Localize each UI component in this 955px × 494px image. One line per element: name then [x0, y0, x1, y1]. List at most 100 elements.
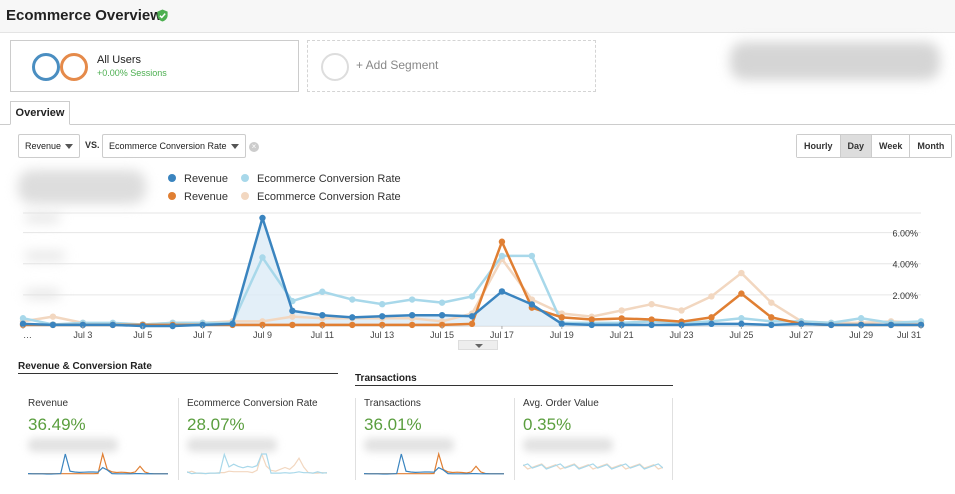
metric-label: Ecommerce Conversion Rate — [187, 398, 318, 409]
clear-compare-icon[interactable]: × — [249, 142, 259, 152]
series-point-0 — [528, 301, 536, 308]
series-point-0 — [798, 320, 805, 328]
legend-label: Revenue — [184, 191, 229, 203]
metric-value: 36.01% — [364, 415, 422, 434]
segment-all-users[interactable]: All Users +0.00% Sessions — [10, 40, 299, 92]
date-legend-redacted — [18, 170, 146, 204]
x-tick-label: Jul 31 — [897, 330, 921, 340]
metric-label: Avg. Order Value — [523, 398, 599, 409]
series-point-2 — [349, 321, 356, 329]
series-point-2 — [558, 314, 565, 321]
x-tick-label: Jul 7 — [193, 330, 212, 340]
series-point-2 — [498, 238, 506, 245]
granularity-day-button[interactable]: Day — [840, 135, 873, 157]
series-point-2 — [618, 315, 625, 322]
chevron-down-icon — [65, 144, 73, 149]
legend-conv-2: Ecommerce Conversion Rate — [241, 191, 401, 203]
series-point-0 — [768, 321, 775, 329]
series-point-1 — [408, 296, 416, 303]
series-point-0 — [917, 321, 925, 329]
metric-ecommerce-conversion-rate[interactable]: Ecommerce Conversion Rate 28.07% — [187, 398, 332, 480]
collapse-chart-button[interactable] — [458, 340, 498, 350]
series-point-2 — [379, 321, 386, 329]
sparkline — [523, 463, 663, 470]
series-point-3 — [738, 269, 745, 277]
segment-sessions: +0.00% Sessions — [97, 68, 167, 78]
series-point-1 — [468, 293, 476, 300]
series-point-2 — [259, 321, 266, 329]
series-point-0 — [319, 312, 326, 319]
granularity-week-button[interactable]: Week — [872, 135, 911, 157]
metric-select-primary-label: Revenue — [25, 141, 62, 151]
series-point-2 — [319, 321, 326, 329]
metric-redacted — [523, 438, 613, 452]
legend-label: Ecommerce Conversion Rate — [257, 191, 401, 203]
main-line-chart[interactable]: 6.00% 4.00% 2.00% … Jul 3 Jul 5 Jul 7 Jul 9 Jul … — [0, 205, 955, 345]
series-point-2 — [408, 321, 416, 329]
sparkline-series — [364, 453, 504, 475]
series-point-2 — [768, 314, 775, 321]
tab-overview[interactable]: Overview — [10, 101, 70, 125]
series-point-3 — [648, 301, 655, 308]
series-point-1 — [259, 254, 266, 261]
date-range-redacted — [730, 42, 940, 80]
series-point-2 — [648, 316, 655, 323]
series-point-2 — [289, 321, 296, 329]
metric-revenue[interactable]: Revenue 36.49% — [28, 398, 173, 480]
series-point-2 — [438, 321, 446, 329]
legend-dot — [168, 174, 176, 182]
series-point-3 — [678, 307, 685, 314]
series-point-1 — [319, 288, 326, 295]
series-point-0 — [349, 314, 356, 321]
series-point-1 — [379, 301, 386, 308]
series-point-0 — [678, 321, 685, 329]
metric-divider — [672, 398, 673, 480]
series-point-0 — [618, 321, 625, 329]
x-tick-label: Jul 17 — [490, 330, 514, 340]
legend-label: Ecommerce Conversion Rate — [257, 173, 401, 185]
sparkline — [28, 451, 168, 475]
sparkline-series — [187, 452, 327, 475]
left-axis-redacted — [25, 290, 60, 298]
granularity-hourly-button[interactable]: Hourly — [797, 135, 841, 157]
legend-dot — [168, 192, 176, 200]
metric-divider — [178, 398, 179, 480]
sparkline-series — [28, 451, 168, 475]
add-segment-button[interactable]: + Add Segment — [307, 40, 596, 92]
series-point-2 — [708, 314, 715, 321]
x-tick-label: Jul 25 — [729, 330, 753, 340]
series-point-2 — [468, 320, 476, 328]
series-point-0 — [828, 321, 835, 329]
metric-value: 28.07% — [187, 415, 245, 434]
metric-select-compare[interactable]: Ecommerce Conversion Rate — [102, 134, 246, 158]
top-bar: Ecommerce Overview — [0, 0, 955, 33]
granularity-toggle: Hourly Day Week Month — [796, 134, 953, 158]
granularity-month-button[interactable]: Month — [910, 135, 952, 157]
metric-transactions[interactable]: Transactions 36.01% — [364, 398, 509, 480]
add-segment-ring — [321, 53, 349, 81]
series-point-0 — [408, 312, 416, 319]
right-axis-tick-label: 2.00% — [892, 291, 918, 301]
left-axis-redacted — [25, 214, 60, 222]
metric-label: Revenue — [28, 398, 69, 409]
x-tick-label: Jul 13 — [370, 330, 394, 340]
series-point-3 — [768, 299, 775, 306]
series-point-1 — [349, 296, 356, 303]
series-point-0 — [498, 288, 506, 295]
metric-value: 0.35% — [523, 415, 572, 434]
sparkline-series — [364, 451, 504, 475]
series-point-0 — [109, 321, 117, 329]
sparkline-series — [523, 463, 663, 470]
sparkline-series — [28, 453, 168, 475]
series-point-0 — [468, 313, 476, 320]
series-point-0 — [558, 320, 565, 328]
x-tick-label: … — [23, 330, 32, 340]
segment-color-ring — [60, 53, 88, 81]
series-point-0 — [887, 321, 895, 329]
metric-avg-order-value[interactable]: Avg. Order Value 0.35% — [523, 398, 668, 480]
metric-select-primary[interactable]: Revenue — [18, 134, 80, 158]
series-point-0 — [289, 307, 296, 315]
right-axis-tick-label: 4.00% — [892, 260, 918, 270]
series-point-3 — [708, 293, 715, 300]
x-tick-label: Jul 29 — [849, 330, 873, 340]
